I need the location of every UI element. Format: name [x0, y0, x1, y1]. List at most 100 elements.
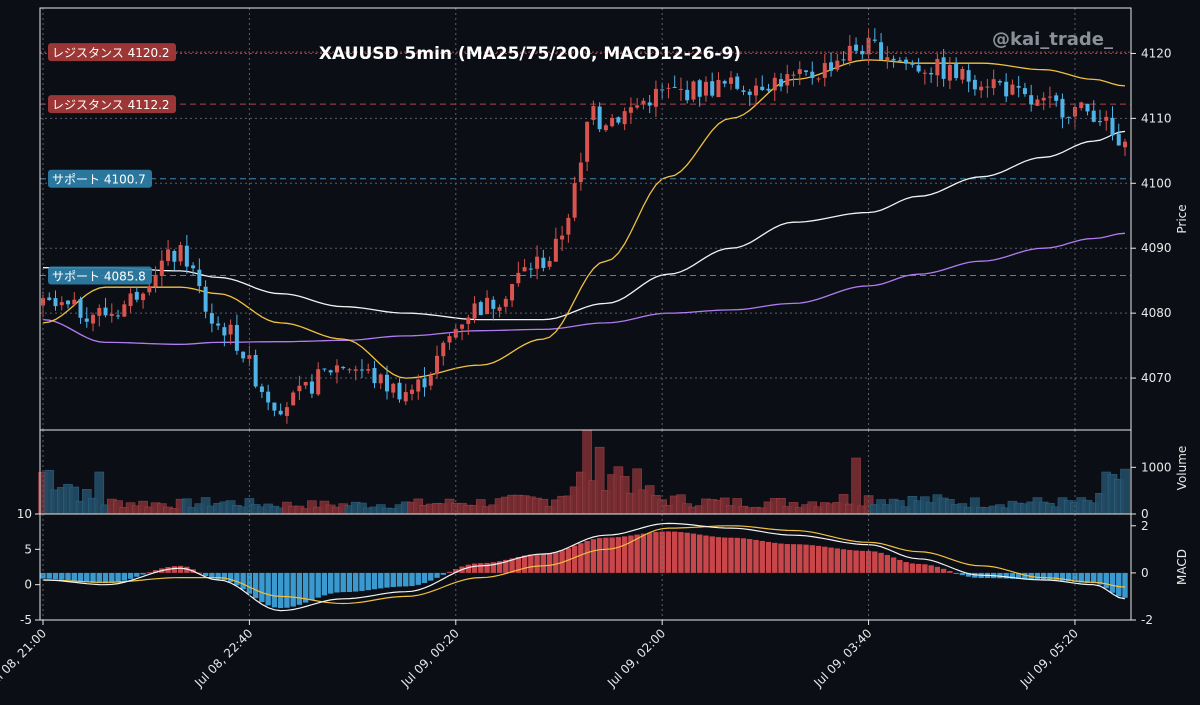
candle-body: [753, 85, 758, 96]
macd-tick-label: -2: [1141, 613, 1153, 627]
candle-body: [816, 78, 821, 80]
macd-histogram-bar: [378, 572, 384, 589]
price-axis-label: Price: [1175, 204, 1189, 233]
candle-body: [84, 318, 89, 322]
macd-histogram-bar: [671, 531, 678, 573]
candle-body: [904, 59, 909, 64]
candle-body: [303, 381, 308, 386]
candle-body: [653, 88, 658, 107]
candle-body: [253, 355, 258, 387]
macd-histogram-bar: [503, 559, 509, 573]
candle-body: [134, 291, 139, 300]
macd-histogram-bar: [1091, 572, 1097, 584]
macd-histogram-bar: [115, 572, 121, 583]
candle-body: [322, 368, 327, 370]
candle-body: [1016, 86, 1021, 88]
macd-histogram-bar: [246, 572, 253, 594]
macd-histogram-bar: [778, 543, 784, 573]
candle-body: [460, 324, 465, 329]
macd-histogram-bar: [784, 544, 790, 573]
candle-body: [428, 375, 433, 386]
ma200-line: [42, 232, 1126, 345]
candle-body: [1060, 98, 1065, 118]
candle-body: [1054, 95, 1059, 101]
candle-body: [347, 369, 352, 371]
candle-body: [341, 366, 346, 369]
candle-body: [1041, 97, 1046, 101]
volume-bar: [1120, 468, 1130, 515]
macd-histogram-bar: [240, 572, 246, 590]
candle-body: [203, 286, 208, 312]
macd-histogram-bar: [590, 539, 597, 573]
macd-histogram-bar: [765, 541, 772, 573]
candle-body: [516, 272, 521, 284]
candle-body: [922, 72, 927, 74]
candle-body: [397, 382, 402, 400]
macd-histogram-bar: [640, 533, 647, 573]
macd-histogram-bar: [659, 531, 665, 573]
candle-body: [297, 385, 302, 392]
macd-histogram-bar: [265, 572, 271, 606]
candle-body: [547, 261, 552, 267]
macd-histogram-bar: [415, 572, 421, 585]
macd-histogram-bar: [96, 572, 102, 584]
macd-histogram-bar: [1084, 572, 1091, 584]
macd-histogram-bar: [346, 572, 353, 592]
candle-body: [166, 249, 171, 262]
macd-histogram-bar: [646, 532, 653, 573]
macd-histogram-bar: [327, 572, 334, 594]
macd-histogram-bar: [878, 552, 884, 573]
macd-histogram-bar: [1116, 572, 1122, 597]
macd-histogram-bar: [1097, 572, 1103, 585]
macd-histogram-bar: [428, 572, 434, 581]
macd-histogram-bar: [471, 563, 478, 573]
macd-histogram-bar: [421, 572, 428, 584]
macd-histogram-bar: [1003, 572, 1009, 579]
macd-histogram-bar: [271, 572, 278, 608]
macd-panel: [40, 522, 1128, 612]
candle-body: [234, 324, 239, 351]
candle-body: [378, 374, 383, 384]
macd-histogram-bar: [403, 572, 409, 587]
candle-body: [866, 37, 871, 55]
candle-body: [728, 77, 733, 84]
candle-body: [647, 102, 652, 106]
macd-histogram-bar: [209, 572, 215, 579]
candle-body: [316, 369, 321, 395]
macd-histogram-bar: [865, 550, 872, 573]
macd-histogram-bar: [1040, 572, 1047, 580]
support-label-bg: [48, 169, 152, 188]
volume-axis-label: Volume: [1175, 446, 1189, 491]
candle-body: [153, 274, 158, 287]
macd-histogram-bar: [740, 538, 747, 573]
macd-histogram-bar: [277, 572, 284, 609]
macd-histogram-bar: [409, 572, 415, 587]
volume-tick-label: 0: [1141, 507, 1149, 521]
macd-histogram-bar: [109, 572, 115, 583]
macd-histogram-bar: [584, 540, 590, 573]
candle-body: [560, 235, 565, 240]
price-tick-label: 4100: [1141, 176, 1172, 190]
candle-body: [1085, 103, 1090, 112]
candle-body: [228, 324, 233, 335]
macd-histogram-bar: [46, 572, 52, 579]
candle-body: [810, 71, 815, 78]
macd-histogram-bar: [146, 572, 153, 574]
macd-histogram-bar: [909, 563, 916, 573]
macd-histogram-bar: [546, 553, 553, 573]
candle-body: [272, 402, 277, 411]
macd-histogram-bar: [1053, 572, 1059, 580]
macd-histogram-bar: [947, 570, 953, 573]
candle-body: [916, 65, 921, 72]
macd-histogram-bar: [634, 534, 640, 573]
macd-histogram-bar: [102, 572, 109, 584]
candle-body: [478, 302, 483, 316]
candle-body: [472, 303, 477, 319]
candle-body: [416, 379, 421, 392]
macd-histogram-bar: [309, 572, 315, 601]
candle-body: [291, 392, 296, 406]
macd-histogram-bar: [959, 572, 966, 576]
candle-body: [384, 374, 389, 392]
macd-histogram-bar: [621, 536, 628, 573]
